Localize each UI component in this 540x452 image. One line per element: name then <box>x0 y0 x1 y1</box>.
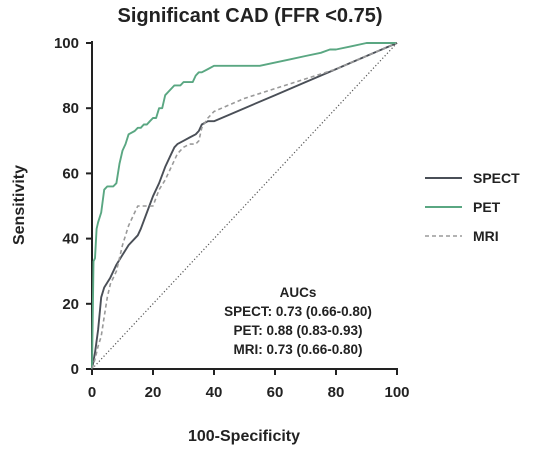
x-tick-label: 100 <box>384 384 409 401</box>
plot-area: 0 20 40 60 80 100 0 20 40 60 80 100 <box>54 35 410 401</box>
legend: SPECT PET MRI <box>425 170 520 244</box>
legend-label-pet: PET <box>473 199 501 215</box>
y-tick-label: 60 <box>62 165 79 182</box>
auc-line-mri: MRI: 0.73 (0.66-0.80) <box>233 342 362 357</box>
x-axis-label: 100-Specificity <box>188 428 300 445</box>
auc-heading: AUCs <box>280 285 317 300</box>
series-line-pet <box>91 42 397 370</box>
y-axis-label: Sensitivity <box>11 165 28 245</box>
series-line-mri <box>91 42 398 370</box>
y-tick-label: 20 <box>62 296 79 313</box>
x-tick-label: 40 <box>206 384 223 401</box>
auc-line-pet: PET: 0.88 (0.83-0.93) <box>233 323 362 338</box>
legend-label-mri: MRI <box>473 228 499 244</box>
x-tick-label: 60 <box>267 384 284 401</box>
y-tick-label: 40 <box>62 231 79 248</box>
y-tick-label: 0 <box>71 361 79 378</box>
y-tick-label: 100 <box>54 35 79 52</box>
series-line-spect <box>91 42 398 370</box>
chart-title: Significant CAD (FFR <0.75) <box>117 5 382 27</box>
auc-line-spect: SPECT: 0.73 (0.66-0.80) <box>224 304 372 319</box>
x-tick-label: 20 <box>145 384 162 401</box>
x-tick-label: 0 <box>88 384 96 401</box>
auc-annotation: AUCs SPECT: 0.73 (0.66-0.80) PET: 0.88 (… <box>224 285 372 357</box>
x-tick-label: 80 <box>328 384 345 401</box>
legend-label-spect: SPECT <box>473 170 520 186</box>
y-tick-label: 80 <box>62 100 79 117</box>
